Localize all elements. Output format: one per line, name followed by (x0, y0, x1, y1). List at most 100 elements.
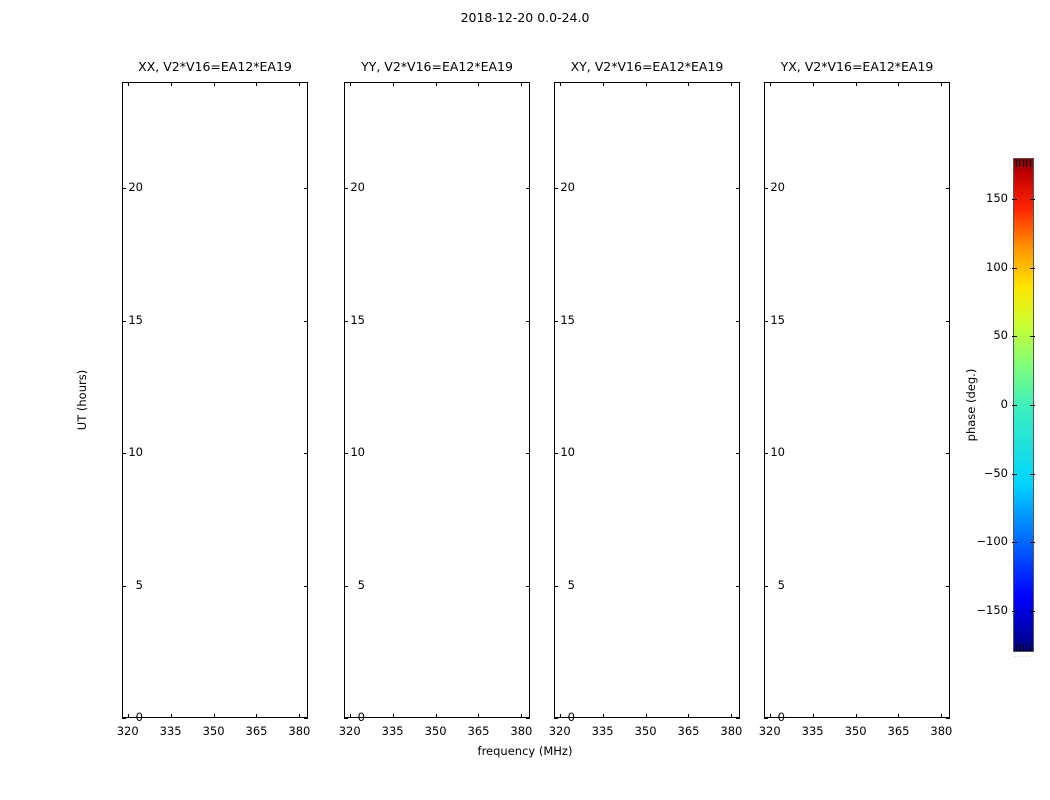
y-tick (122, 188, 126, 189)
y-tick (344, 320, 348, 322)
y-tick-label: 5 (357, 577, 365, 592)
x-axis-label: frequency (MHz) (477, 744, 573, 758)
plot-area (554, 82, 740, 718)
x-tick-top (769, 82, 771, 86)
x-tick-top (170, 82, 172, 86)
panel-xy[interactable]: XY, V2*V16=EA12*EA19 320 335 350 365 380 0 5 10 1… (549, 59, 743, 738)
colorbar-tick-label: −100 (976, 534, 1008, 549)
colorbar-tick-left (1012, 542, 1017, 544)
x-tick-label: 320 (338, 724, 361, 738)
colorbar-minor-tick (1022, 160, 1024, 167)
x-tick-top (478, 82, 480, 86)
y-tick-right (736, 188, 740, 189)
x-tick (731, 714, 733, 718)
x-tick (602, 714, 604, 718)
y-tick (554, 718, 558, 719)
colorbar-minor-tick (1029, 160, 1031, 167)
y-tick-label: 0 (777, 710, 785, 724)
x-tick-top (855, 82, 857, 86)
colorbar-tick-label: −150 (976, 602, 1008, 617)
x-tick-label: 365 (887, 724, 910, 738)
x-tick (170, 714, 172, 718)
x-tick (256, 714, 258, 718)
panel-xx[interactable]: XX, V2*V16=EA12*EA19 320 335 350 365 380 0 5 10 1… (117, 59, 311, 738)
x-tick-label: 350 (844, 724, 867, 738)
x-tick-top (941, 82, 943, 86)
x-tick-top (559, 82, 561, 86)
y-tick-right (304, 320, 308, 322)
x-tick-top (299, 82, 301, 86)
colorbar-minor-tick (1016, 644, 1017, 651)
colorbar-tick (1030, 199, 1035, 201)
colorbar-tick (1030, 473, 1035, 475)
y-tick-right (946, 718, 950, 719)
colorbar-tick-left (1012, 336, 1017, 338)
y-tick (122, 718, 126, 719)
y-tick-label: 15 (350, 312, 365, 327)
x-tick-label: 365 (677, 724, 700, 738)
colorbar-tick-label: 100 (986, 259, 1008, 274)
x-tick-top (127, 82, 129, 86)
y-tick-label: 10 (350, 445, 365, 459)
y-tick (554, 585, 558, 587)
colorbar-minor-dots: ····· (1014, 654, 1034, 661)
x-tick-top (349, 82, 351, 86)
y-tick (764, 718, 768, 719)
colorbar-tick-label: 150 (986, 191, 1008, 206)
colorbar-tick (1030, 336, 1035, 338)
x-tick (478, 714, 480, 718)
panel-title: XX, V2*V16=EA12*EA19 (138, 59, 292, 74)
x-tick (855, 714, 857, 718)
x-tick (299, 714, 301, 718)
x-tick-label: 350 (634, 724, 657, 738)
y-tick (344, 188, 348, 189)
y-tick-label: 0 (567, 710, 575, 724)
y-tick-label: 15 (560, 312, 575, 327)
x-tick-label: 335 (381, 724, 404, 738)
x-tick-label: 335 (159, 724, 182, 738)
y-tick-right (526, 188, 530, 189)
colorbar-minor-tick (1019, 644, 1021, 651)
x-tick (213, 714, 215, 718)
figure-suptitle: 2018-12-20 0.0-24.0 (460, 10, 590, 25)
panel-yx[interactable]: YX, V2*V16=EA12*EA19 320 335 350 365 380 0 5 10 1… (759, 59, 953, 738)
x-tick (688, 714, 690, 718)
y-tick-right (304, 585, 308, 587)
x-tick (435, 714, 437, 718)
colorbar-tick-left (1012, 199, 1017, 201)
x-tick-label: 320 (116, 724, 139, 738)
colorbar-tick-label: −50 (983, 465, 1008, 480)
y-tick-label: 15 (770, 312, 785, 327)
x-tick (349, 714, 351, 718)
plot-area (122, 82, 308, 718)
y-tick (554, 453, 558, 454)
y-tick-right (304, 188, 308, 189)
y-axis-label: UT (hours) (75, 369, 89, 431)
colorbar-minor-tick (1026, 644, 1028, 651)
x-tick-top (435, 82, 437, 86)
x-tick-top (256, 82, 258, 86)
x-tick-label: 320 (548, 724, 571, 738)
y-tick-right (946, 320, 950, 322)
y-tick-right (736, 453, 740, 454)
colorbar-minor-tick (1026, 160, 1028, 167)
y-tick (554, 188, 558, 189)
x-tick-label: 380 (288, 724, 311, 738)
y-tick-label: 5 (567, 577, 575, 592)
x-tick-label: 320 (758, 724, 781, 738)
y-tick-label: 15 (128, 312, 143, 327)
y-tick (764, 585, 768, 587)
x-tick (769, 714, 771, 718)
colorbar-minor-tick (1019, 160, 1021, 167)
x-tick-top (392, 82, 394, 86)
y-tick (764, 453, 768, 454)
y-tick-right (946, 585, 950, 587)
y-tick-label: 0 (357, 710, 365, 724)
y-tick-label: 20 (128, 180, 143, 194)
y-tick-label: 5 (777, 577, 785, 592)
panel-yy[interactable]: YY, V2*V16=EA12*EA19 320 335 350 365 380 0 5 10 1… (339, 59, 533, 738)
y-tick-right (304, 453, 308, 454)
colorbar[interactable]: 150 100 50 0 −50 −100 −150 (976, 158, 1035, 652)
y-tick-label: 20 (770, 180, 785, 194)
